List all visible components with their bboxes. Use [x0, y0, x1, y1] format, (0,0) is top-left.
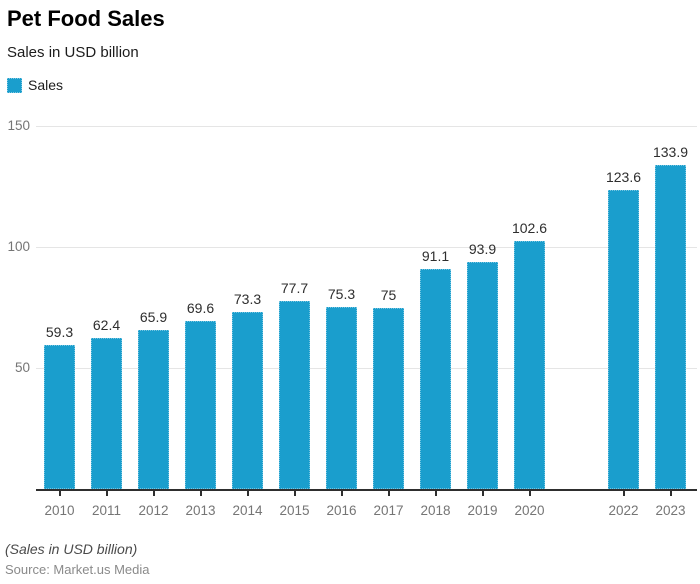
x-axis-label: 2018 [420, 503, 451, 518]
axis-tick [293, 491, 296, 496]
legend-item-sales[interactable]: Sales [7, 77, 63, 93]
x-axis-label: 2017 [373, 503, 404, 518]
y-axis-label: 150 [7, 118, 30, 133]
value-label: 91.1 [421, 247, 450, 264]
bar-2018[interactable] [420, 268, 451, 489]
footnote: (Sales in USD billion) [5, 541, 138, 557]
y-axis-label: 50 [14, 360, 30, 375]
axis-tick [481, 491, 484, 496]
x-axis-label: 2013 [185, 503, 216, 518]
bar-2020[interactable] [514, 240, 545, 489]
axis-tick [434, 491, 437, 496]
x-axis-label: 2014 [232, 503, 263, 518]
x-axis-label: 2023 [655, 503, 686, 518]
bar-2010[interactable] [44, 345, 75, 489]
value-label: 73.3 [233, 290, 262, 307]
bar-2016[interactable] [326, 306, 357, 489]
value-label: 69.6 [186, 299, 215, 316]
axis-tick [58, 491, 61, 496]
bar-2015[interactable] [279, 300, 310, 489]
value-label: 123.6 [605, 168, 642, 185]
axis-tick [387, 491, 390, 496]
bar-2019[interactable] [467, 261, 498, 489]
legend-label: Sales [28, 77, 64, 93]
value-label: 75 [380, 286, 397, 303]
x-axis-label: 2020 [514, 503, 545, 518]
axis-tick [246, 491, 249, 496]
gridline [36, 125, 697, 127]
x-axis-label: 2022 [608, 503, 639, 518]
bar-2011[interactable] [91, 337, 122, 489]
axis-tick [669, 491, 672, 496]
x-axis-label: 2012 [138, 503, 169, 518]
legend-swatch-icon [7, 77, 22, 93]
axis-tick [105, 491, 108, 496]
bar-2023[interactable] [655, 164, 686, 489]
bar-2022[interactable] [608, 189, 639, 489]
gridline [36, 246, 697, 248]
x-axis-label: 2010 [44, 503, 75, 518]
legend: Sales [7, 77, 63, 93]
value-label: 59.3 [45, 324, 74, 341]
x-axis-label: 2015 [279, 503, 310, 518]
x-axis-label: 2019 [467, 503, 498, 518]
bar-2013[interactable] [185, 320, 216, 489]
value-label: 65.9 [139, 308, 168, 325]
chart-subtitle: Sales in USD billion [7, 44, 139, 61]
value-label: 75.3 [327, 285, 356, 302]
chart-title: Pet Food Sales [7, 6, 165, 31]
axis-tick [528, 491, 531, 496]
axis-tick [622, 491, 625, 496]
axis-tick [152, 491, 155, 496]
axis-tick [199, 491, 202, 496]
x-axis-label: 2011 [91, 503, 122, 518]
y-axis-label: 100 [7, 239, 30, 254]
axis-tick [340, 491, 343, 496]
value-label: 62.4 [92, 316, 121, 333]
bar-2012[interactable] [138, 329, 169, 489]
value-label: 133.9 [652, 143, 689, 160]
value-label: 77.7 [280, 279, 309, 296]
x-axis-label: 2016 [326, 503, 357, 518]
value-label: 93.9 [468, 240, 497, 257]
value-label: 102.6 [511, 219, 548, 236]
source-credit: Source: Market.us Media [5, 562, 150, 577]
x-axis-line [36, 489, 697, 491]
bar-2014[interactable] [232, 311, 263, 489]
bar-2017[interactable] [373, 307, 404, 489]
gridline [36, 367, 697, 369]
